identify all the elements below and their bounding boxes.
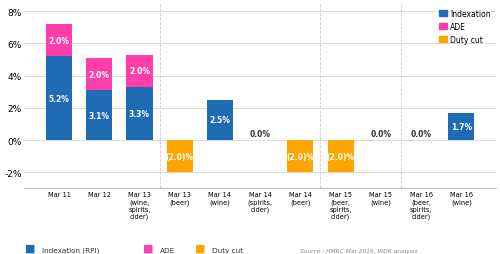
Text: Duty cut: Duty cut <box>212 247 244 253</box>
Text: 2.5%: 2.5% <box>210 116 231 125</box>
Text: (2.0)%: (2.0)% <box>166 152 194 161</box>
Legend: Indexation, ADE, Duty cut: Indexation, ADE, Duty cut <box>438 8 492 46</box>
Text: ■: ■ <box>195 243 205 253</box>
Bar <box>86 59 113 91</box>
Text: ADE: ADE <box>160 247 176 253</box>
Text: (2.0)%: (2.0)% <box>326 152 354 161</box>
Bar <box>448 113 474 140</box>
Bar <box>126 88 152 140</box>
Text: 5.2%: 5.2% <box>48 94 70 103</box>
Text: 0.0%: 0.0% <box>410 130 432 139</box>
Text: 2.0%: 2.0% <box>48 37 70 45</box>
Text: ■: ■ <box>25 243 35 253</box>
Text: ■: ■ <box>142 243 153 253</box>
Bar <box>166 140 192 173</box>
Bar <box>328 140 353 173</box>
Text: 0.0%: 0.0% <box>370 130 392 139</box>
Text: 3.1%: 3.1% <box>88 111 110 120</box>
Bar <box>46 25 72 57</box>
Text: 3.3%: 3.3% <box>129 110 150 119</box>
Text: Indexation (RPI): Indexation (RPI) <box>42 246 100 253</box>
Text: 1.7%: 1.7% <box>451 122 472 131</box>
Text: 0.0%: 0.0% <box>250 130 270 139</box>
Text: 2.0%: 2.0% <box>129 67 150 76</box>
Text: Source : HMRC Mar 2016, WDR analysis: Source : HMRC Mar 2016, WDR analysis <box>300 248 418 253</box>
Bar <box>46 57 72 140</box>
Text: 2.0%: 2.0% <box>88 70 110 79</box>
Bar <box>126 56 152 88</box>
Bar <box>207 100 233 140</box>
Bar <box>86 91 113 140</box>
Text: (2.0)%: (2.0)% <box>286 152 314 161</box>
Bar <box>288 140 314 173</box>
